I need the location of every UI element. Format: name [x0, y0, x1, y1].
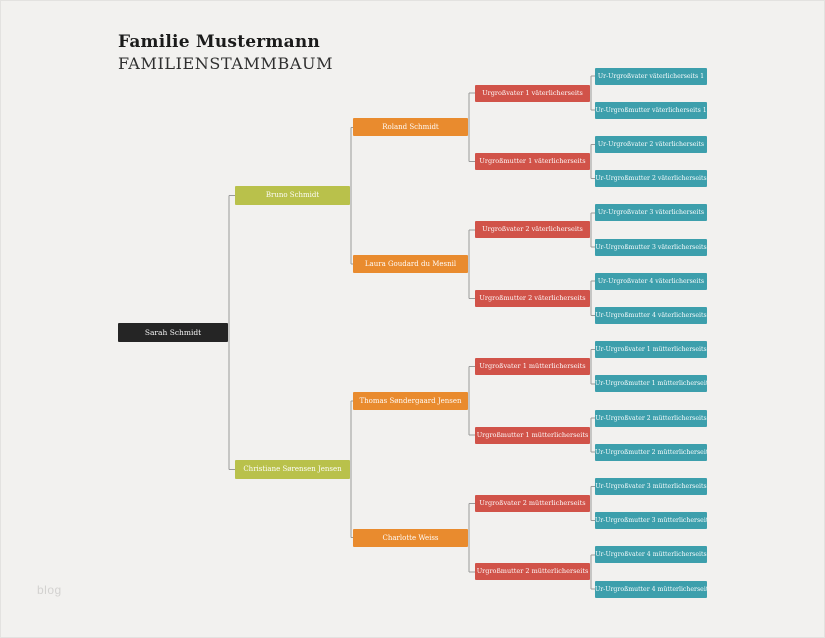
person-node: Ur-Urgroßmutter 1 mütterlicherseits [595, 375, 707, 393]
person-node: Urgroßvater 2 väterlicherseits [475, 221, 590, 239]
person-node: Urgroßvater 1 väterlicherseits [475, 84, 590, 102]
person-node: Roland Schmidt [353, 118, 468, 137]
person-node: Bruno Schmidt [235, 186, 350, 206]
person-node: Ur-Urgroßvater 2 väterlicherseits [595, 135, 707, 153]
person-node: Urgroßmutter 2 väterlicherseits [475, 289, 590, 307]
person-node: Urgroßmutter 1 väterlicherseits [475, 153, 590, 170]
person-node: Urgroßmutter 1 mütterlicherseits [475, 426, 590, 444]
person-node: Ur-Urgroßmutter 4 väterlicherseits [595, 306, 707, 324]
person-node: Ur-Urgroßmutter 4 mütterlicherseits [595, 580, 707, 598]
person-node: Ur-Urgroßvater 4 väterlicherseits [595, 272, 707, 290]
person-node: Urgroßmutter 2 mütterlicherseits [475, 563, 590, 581]
person-node: Ur-Urgroßmutter 3 mütterlicherseits [595, 512, 707, 530]
person-node: Ur-Urgroßvater 4 mütterlicherseits [595, 546, 707, 564]
person-node: Ur-Urgroßmutter väterlicherseits 1 [595, 101, 707, 119]
person-node: Charlotte Weiss [353, 528, 468, 547]
person-node: Christiane Sørensen Jensen [235, 459, 350, 479]
chart-header: Familie Mustermann FAMILIENSTAMMBAUM [118, 32, 333, 73]
person-node: Ur-Urgroßmutter 2 väterlicherseits [595, 170, 707, 188]
person-node: Sarah Schmidt [118, 323, 228, 342]
blog-watermark: blog [37, 583, 62, 597]
person-node: Urgroßvater 2 mütterlicherseits [475, 495, 590, 512]
person-node: Ur-Urgroßvater 3 mütterlicherseits [595, 477, 707, 495]
person-node: Thomas Søndergaard Jensen [353, 391, 468, 410]
person-node: Urgroßvater 1 mütterlicherseits [475, 358, 590, 376]
person-node: Ur-Urgroßvater 3 väterlicherseits [595, 204, 707, 222]
person-node: Ur-Urgroßmutter 3 väterlicherseits [595, 238, 707, 256]
page-subtitle: FAMILIENSTAMMBAUM [118, 54, 334, 73]
person-node: Ur-Urgroßmutter 2 mütterlicherseits [595, 443, 707, 461]
person-node: Ur-Urgroßvater väterlicherseits 1 [595, 67, 707, 85]
page-title: Familie Mustermann [118, 32, 320, 52]
person-node: Ur-Urgroßvater 1 mütterlicherseits [595, 341, 707, 359]
person-node: Laura Goudard du Mesnil [353, 255, 468, 274]
person-node: Ur-Urgroßvater 2 mütterlicherseits [595, 409, 707, 427]
